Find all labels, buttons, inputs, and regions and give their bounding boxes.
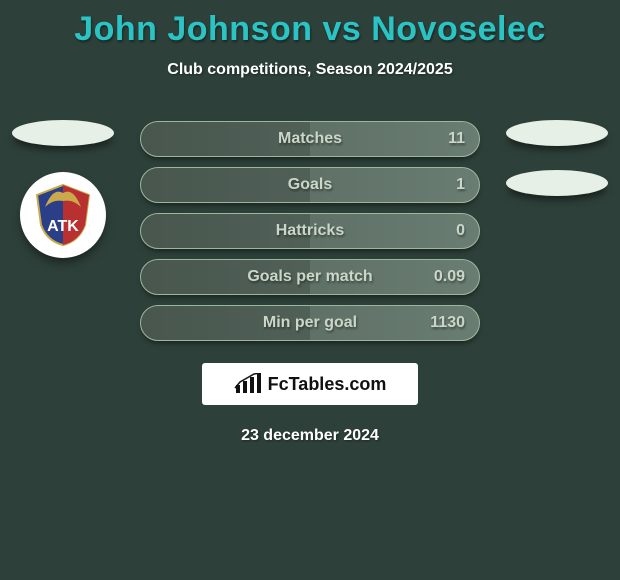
brand-text: FcTables.com — [268, 374, 387, 395]
stat-row-goals: Goals 1 — [140, 167, 480, 203]
player-left-column: ATK — [8, 120, 118, 258]
stats-block: Matches 11 Goals 1 Hattricks 0 Goals per… — [140, 121, 480, 341]
bar-chart-icon — [234, 373, 262, 395]
page-title: John Johnson vs Novoselec — [0, 0, 620, 49]
stat-label: Goals — [288, 176, 332, 194]
stat-label: Goals per match — [247, 268, 372, 286]
player-right-column — [502, 120, 612, 196]
stat-row-goals-per-match: Goals per match 0.09 — [140, 259, 480, 295]
stat-value: 0 — [456, 222, 465, 240]
club-code-text: ATK — [47, 218, 79, 235]
stat-label: Matches — [278, 130, 342, 148]
page-subtitle: Club competitions, Season 2024/2025 — [0, 61, 620, 79]
stat-value: 0.09 — [434, 268, 465, 286]
stat-value: 11 — [448, 130, 465, 148]
stat-row-min-per-goal: Min per goal 1130 — [140, 305, 480, 341]
club-badge-left: ATK — [20, 172, 106, 258]
stat-row-matches: Matches 11 — [140, 121, 480, 157]
player-left-ellipse — [12, 120, 114, 146]
stat-row-hattricks: Hattricks 0 — [140, 213, 480, 249]
player-right-ellipse-1 — [506, 120, 608, 146]
club-crest-icon: ATK — [29, 181, 97, 249]
brand-box[interactable]: FcTables.com — [202, 363, 418, 405]
stat-value: 1 — [456, 176, 465, 194]
stat-value: 1130 — [430, 314, 465, 332]
stat-label: Min per goal — [263, 314, 357, 332]
stat-label: Hattricks — [276, 222, 344, 240]
player-right-ellipse-2 — [506, 170, 608, 196]
footer-date: 23 december 2024 — [0, 427, 620, 445]
